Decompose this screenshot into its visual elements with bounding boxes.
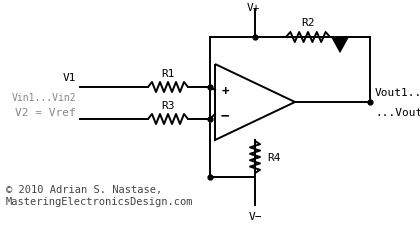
Text: R1: R1 [161, 69, 175, 79]
Text: V+: V+ [246, 3, 260, 13]
Text: R2: R2 [301, 18, 315, 28]
Text: +: + [221, 84, 229, 97]
Polygon shape [331, 38, 349, 54]
Text: ...Vout2: ...Vout2 [375, 108, 420, 117]
Text: © 2010 Adrian S. Nastase,: © 2010 Adrian S. Nastase, [6, 184, 162, 194]
Text: Vin1...Vin2: Vin1...Vin2 [11, 93, 76, 103]
Text: R4: R4 [267, 152, 281, 162]
Text: V2 = Vref: V2 = Vref [15, 108, 76, 117]
Text: V−: V− [248, 211, 262, 221]
Text: MasteringElectronicsDesign.com: MasteringElectronicsDesign.com [6, 196, 194, 206]
Text: R3: R3 [161, 101, 175, 111]
Text: Vout1...: Vout1... [375, 88, 420, 98]
Text: −: − [221, 108, 229, 121]
Text: V1: V1 [63, 73, 76, 83]
